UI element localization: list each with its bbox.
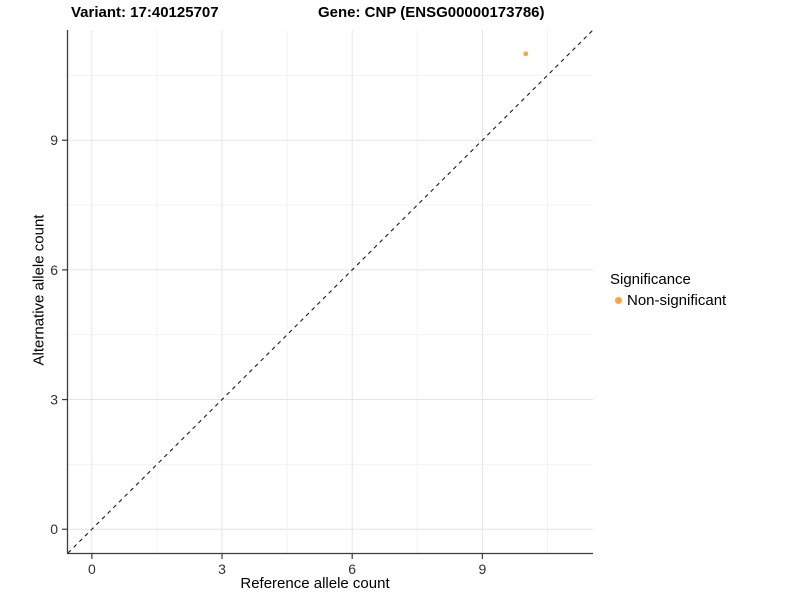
legend-point-icon — [615, 297, 622, 304]
x-tick-label: 0 — [88, 561, 96, 577]
legend-entry-nonsignificant: Non-significant — [610, 292, 726, 309]
plot-title-variant: Variant: 17:40125707 — [71, 4, 219, 21]
legend: Significance Non-significant — [610, 271, 726, 309]
x-axis-title: Reference allele count — [240, 575, 390, 592]
y-tick-label: 6 — [50, 262, 58, 278]
plot-title-gene: Gene: CNP (ENSG00000173786) — [318, 4, 545, 21]
x-tick-label: 6 — [348, 561, 356, 577]
legend-entry-label: Non-significant — [627, 292, 727, 309]
data-point — [523, 51, 529, 57]
y-tick-label: 0 — [50, 521, 58, 537]
legend-title: Significance — [610, 271, 691, 288]
y-tick-label: 9 — [50, 132, 58, 148]
x-tick-label: 3 — [218, 561, 226, 577]
y-tick-label: 3 — [50, 392, 58, 408]
y-axis-title: Alternative allele count — [30, 214, 48, 366]
x-tick-label: 9 — [478, 561, 486, 577]
identity-line — [67, 29, 594, 554]
